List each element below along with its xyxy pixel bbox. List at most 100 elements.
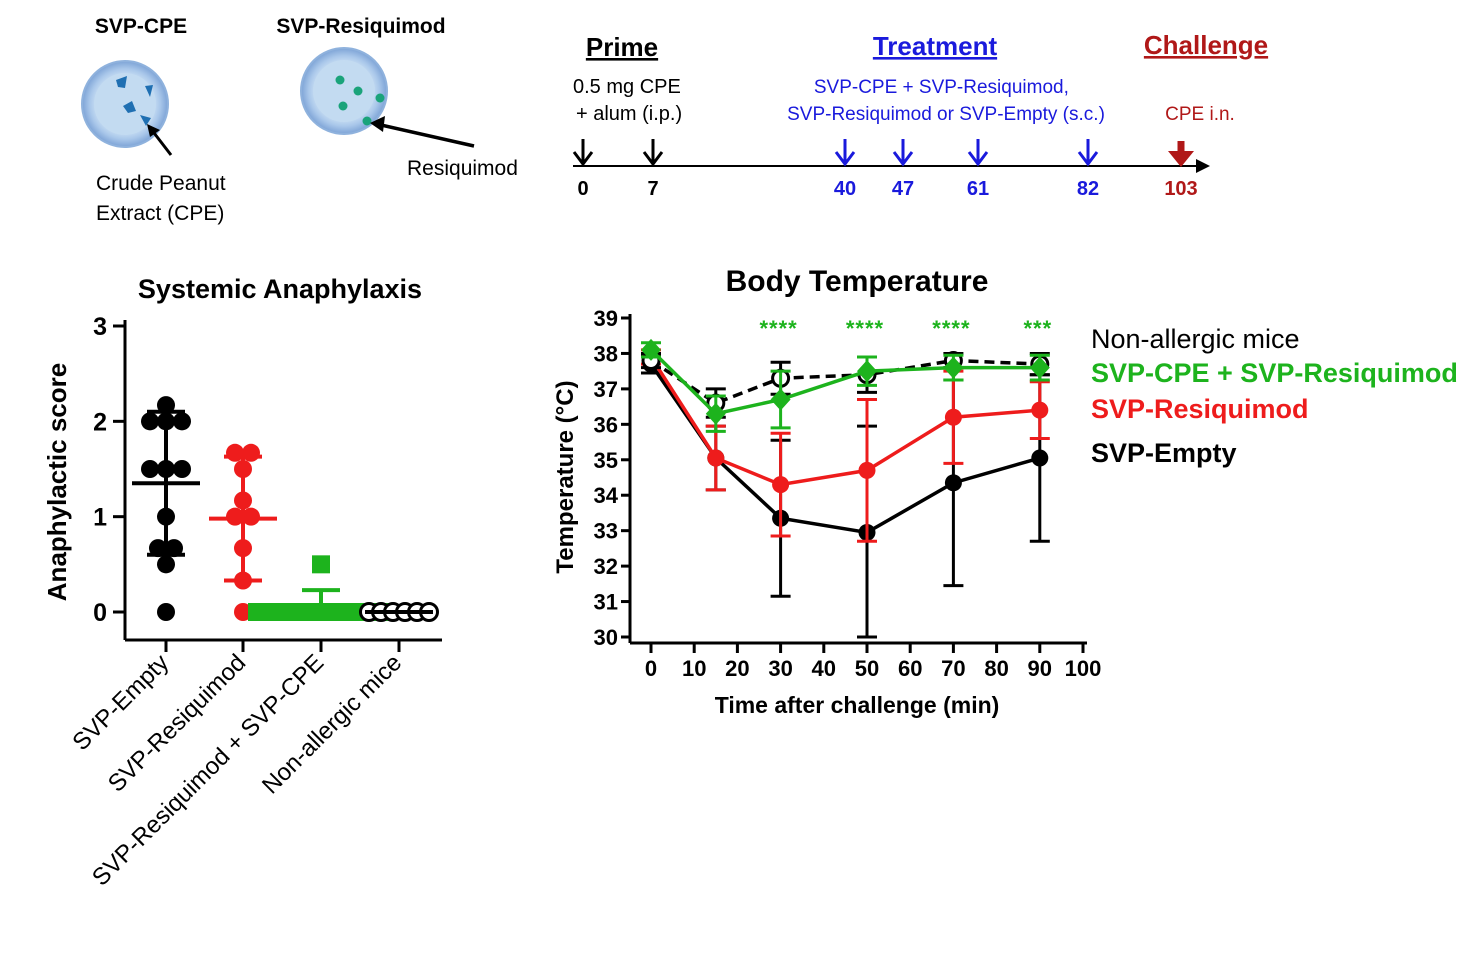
x-tick-label: 0 <box>645 656 657 681</box>
x-tick-label: 80 <box>984 656 1008 681</box>
y-tick-label: 34 <box>594 483 619 508</box>
x-tick-label: 30 <box>768 656 792 681</box>
temperature-series <box>641 338 1050 639</box>
data-point <box>173 460 191 478</box>
temperature-axes: 30 31 32 33 34 35 36 37 38 39 0 10 20 30 40 50 60 70 80 90 1… <box>594 306 1102 681</box>
data-point <box>149 539 167 558</box>
day-arrow-head <box>572 151 594 167</box>
x-tick-label: 20 <box>725 656 749 681</box>
series-3 <box>641 353 1050 639</box>
resiquimod-dot <box>353 86 363 96</box>
day-label: 61 <box>967 178 989 200</box>
x-tick-label: 70 <box>941 656 965 681</box>
series-line <box>649 348 1040 416</box>
day-label: 40 <box>834 178 856 200</box>
y-tick-label: 32 <box>594 554 618 579</box>
cpe-fragment <box>145 85 153 97</box>
timeline-arrowhead <box>1196 159 1210 173</box>
day-label: 82 <box>1077 178 1099 200</box>
pointer-arrow-resiquimod <box>370 116 475 148</box>
pointer-arrow-cpe <box>147 124 173 156</box>
anaphylaxis-ylabel: Anaphylactic score <box>42 363 72 601</box>
data-point <box>641 338 661 361</box>
data-point <box>173 412 191 431</box>
cpe-fragment <box>116 76 127 88</box>
significance-stars: **** <box>932 316 970 341</box>
data-point <box>264 603 282 621</box>
resiquimod-dot <box>375 93 385 103</box>
significance-marks: **** **** **** *** <box>759 316 1052 341</box>
prime-note: 0.5 mg CPE + alum (i.p.) <box>573 76 686 125</box>
day-label: 47 <box>892 178 914 200</box>
legend-svp-cpe-resiquimod: SVP-CPE + SVP-Resiquimod <box>1091 358 1458 388</box>
x-tick-label: 60 <box>898 656 922 681</box>
series-1 <box>641 338 1050 433</box>
temperature-xlabel: Time after challenge (min) <box>715 692 1000 718</box>
resiquimod-dot <box>362 116 372 126</box>
data-point <box>857 360 877 383</box>
y-tick-label: 2 <box>93 408 107 436</box>
resiquimod-dot <box>335 75 345 85</box>
anaphylaxis-points <box>132 396 439 622</box>
y-tick-label: 33 <box>594 519 618 544</box>
y-tick-label: 39 <box>594 306 618 331</box>
day-label: 0 <box>577 178 588 200</box>
day-arrow-head <box>892 151 914 167</box>
phase-prime: Prime <box>586 32 658 62</box>
x-tick-label: SVP-Resiquimod <box>103 649 251 797</box>
temperature-legend: Non-allergic mice SVP-CPE + SVP-Resiquim… <box>1091 324 1458 468</box>
y-tick-label: 31 <box>594 590 618 615</box>
day-arrow-head <box>1168 151 1194 167</box>
day-label: 103 <box>1164 178 1197 200</box>
data-point <box>165 539 183 558</box>
x-tick-label: Non-allergic mice <box>257 649 407 799</box>
data-point <box>248 603 266 621</box>
significance-stars: **** <box>846 316 884 341</box>
data-point <box>944 408 962 426</box>
legend-non-allergic: Non-allergic mice <box>1091 324 1300 354</box>
series-line <box>649 356 1040 487</box>
x-tick-label: 40 <box>812 656 836 681</box>
day-arrow-head <box>967 151 989 167</box>
y-tick-label: 1 <box>93 504 107 532</box>
schematic-particles: SVP-CPE Crude Peanut Extract (CPE) SVP-R… <box>81 15 518 225</box>
anaphylaxis-axes: 0123SVP-EmptySVP-ResiquimodSVP-Resiquimo… <box>67 313 442 891</box>
group-3 <box>359 602 439 622</box>
resiquimod-dot <box>338 101 348 111</box>
crude-peanut-extract-label: Crude Peanut Extract (CPE) <box>96 172 231 225</box>
data-point <box>858 461 876 479</box>
y-tick-label: 35 <box>594 448 618 473</box>
data-point <box>1029 356 1050 379</box>
data-point <box>707 449 725 467</box>
temperature-title: Body Temperature <box>726 265 989 298</box>
cpe-fragment <box>140 115 151 126</box>
phase-challenge: Challenge <box>1144 30 1268 60</box>
day-arrow-head <box>1077 151 1099 167</box>
data-point <box>772 476 790 494</box>
x-tick-label: 10 <box>682 656 706 681</box>
y-tick-label: 36 <box>594 412 618 437</box>
timeline: Prime Treatment Challenge 0.5 mg CPE + a… <box>572 30 1268 200</box>
series-line <box>650 358 1040 406</box>
challenge-note: CPE i.n. <box>1165 104 1235 125</box>
anaphylaxis-title: Systemic Anaphylaxis <box>138 274 422 304</box>
cpe-fragment <box>123 101 136 113</box>
data-point <box>157 396 175 415</box>
x-tick-label: 90 <box>1028 656 1052 681</box>
data-point <box>312 555 330 574</box>
data-point <box>141 460 159 478</box>
series-0 <box>641 351 1050 419</box>
data-point <box>944 474 962 492</box>
day-arrow-head <box>834 151 856 167</box>
significance-stars: **** <box>759 316 797 341</box>
resiquimod-label: Resiquimod <box>407 157 518 180</box>
significance-stars: *** <box>1023 316 1052 341</box>
treatment-note: SVP-CPE + SVP-Resiquimod, SVP-Resiquimod… <box>787 77 1105 125</box>
anaphylaxis-chart: Systemic Anaphylaxis Anaphylactic score … <box>42 274 442 891</box>
particle-svp-cpe <box>81 60 169 148</box>
data-point <box>141 412 159 431</box>
data-point <box>705 402 726 425</box>
phase-treatment: Treatment <box>873 31 998 61</box>
y-tick-label: 3 <box>93 313 107 341</box>
timeline-day-marks: 0 7 40 47 61 82 103 <box>572 139 1198 200</box>
